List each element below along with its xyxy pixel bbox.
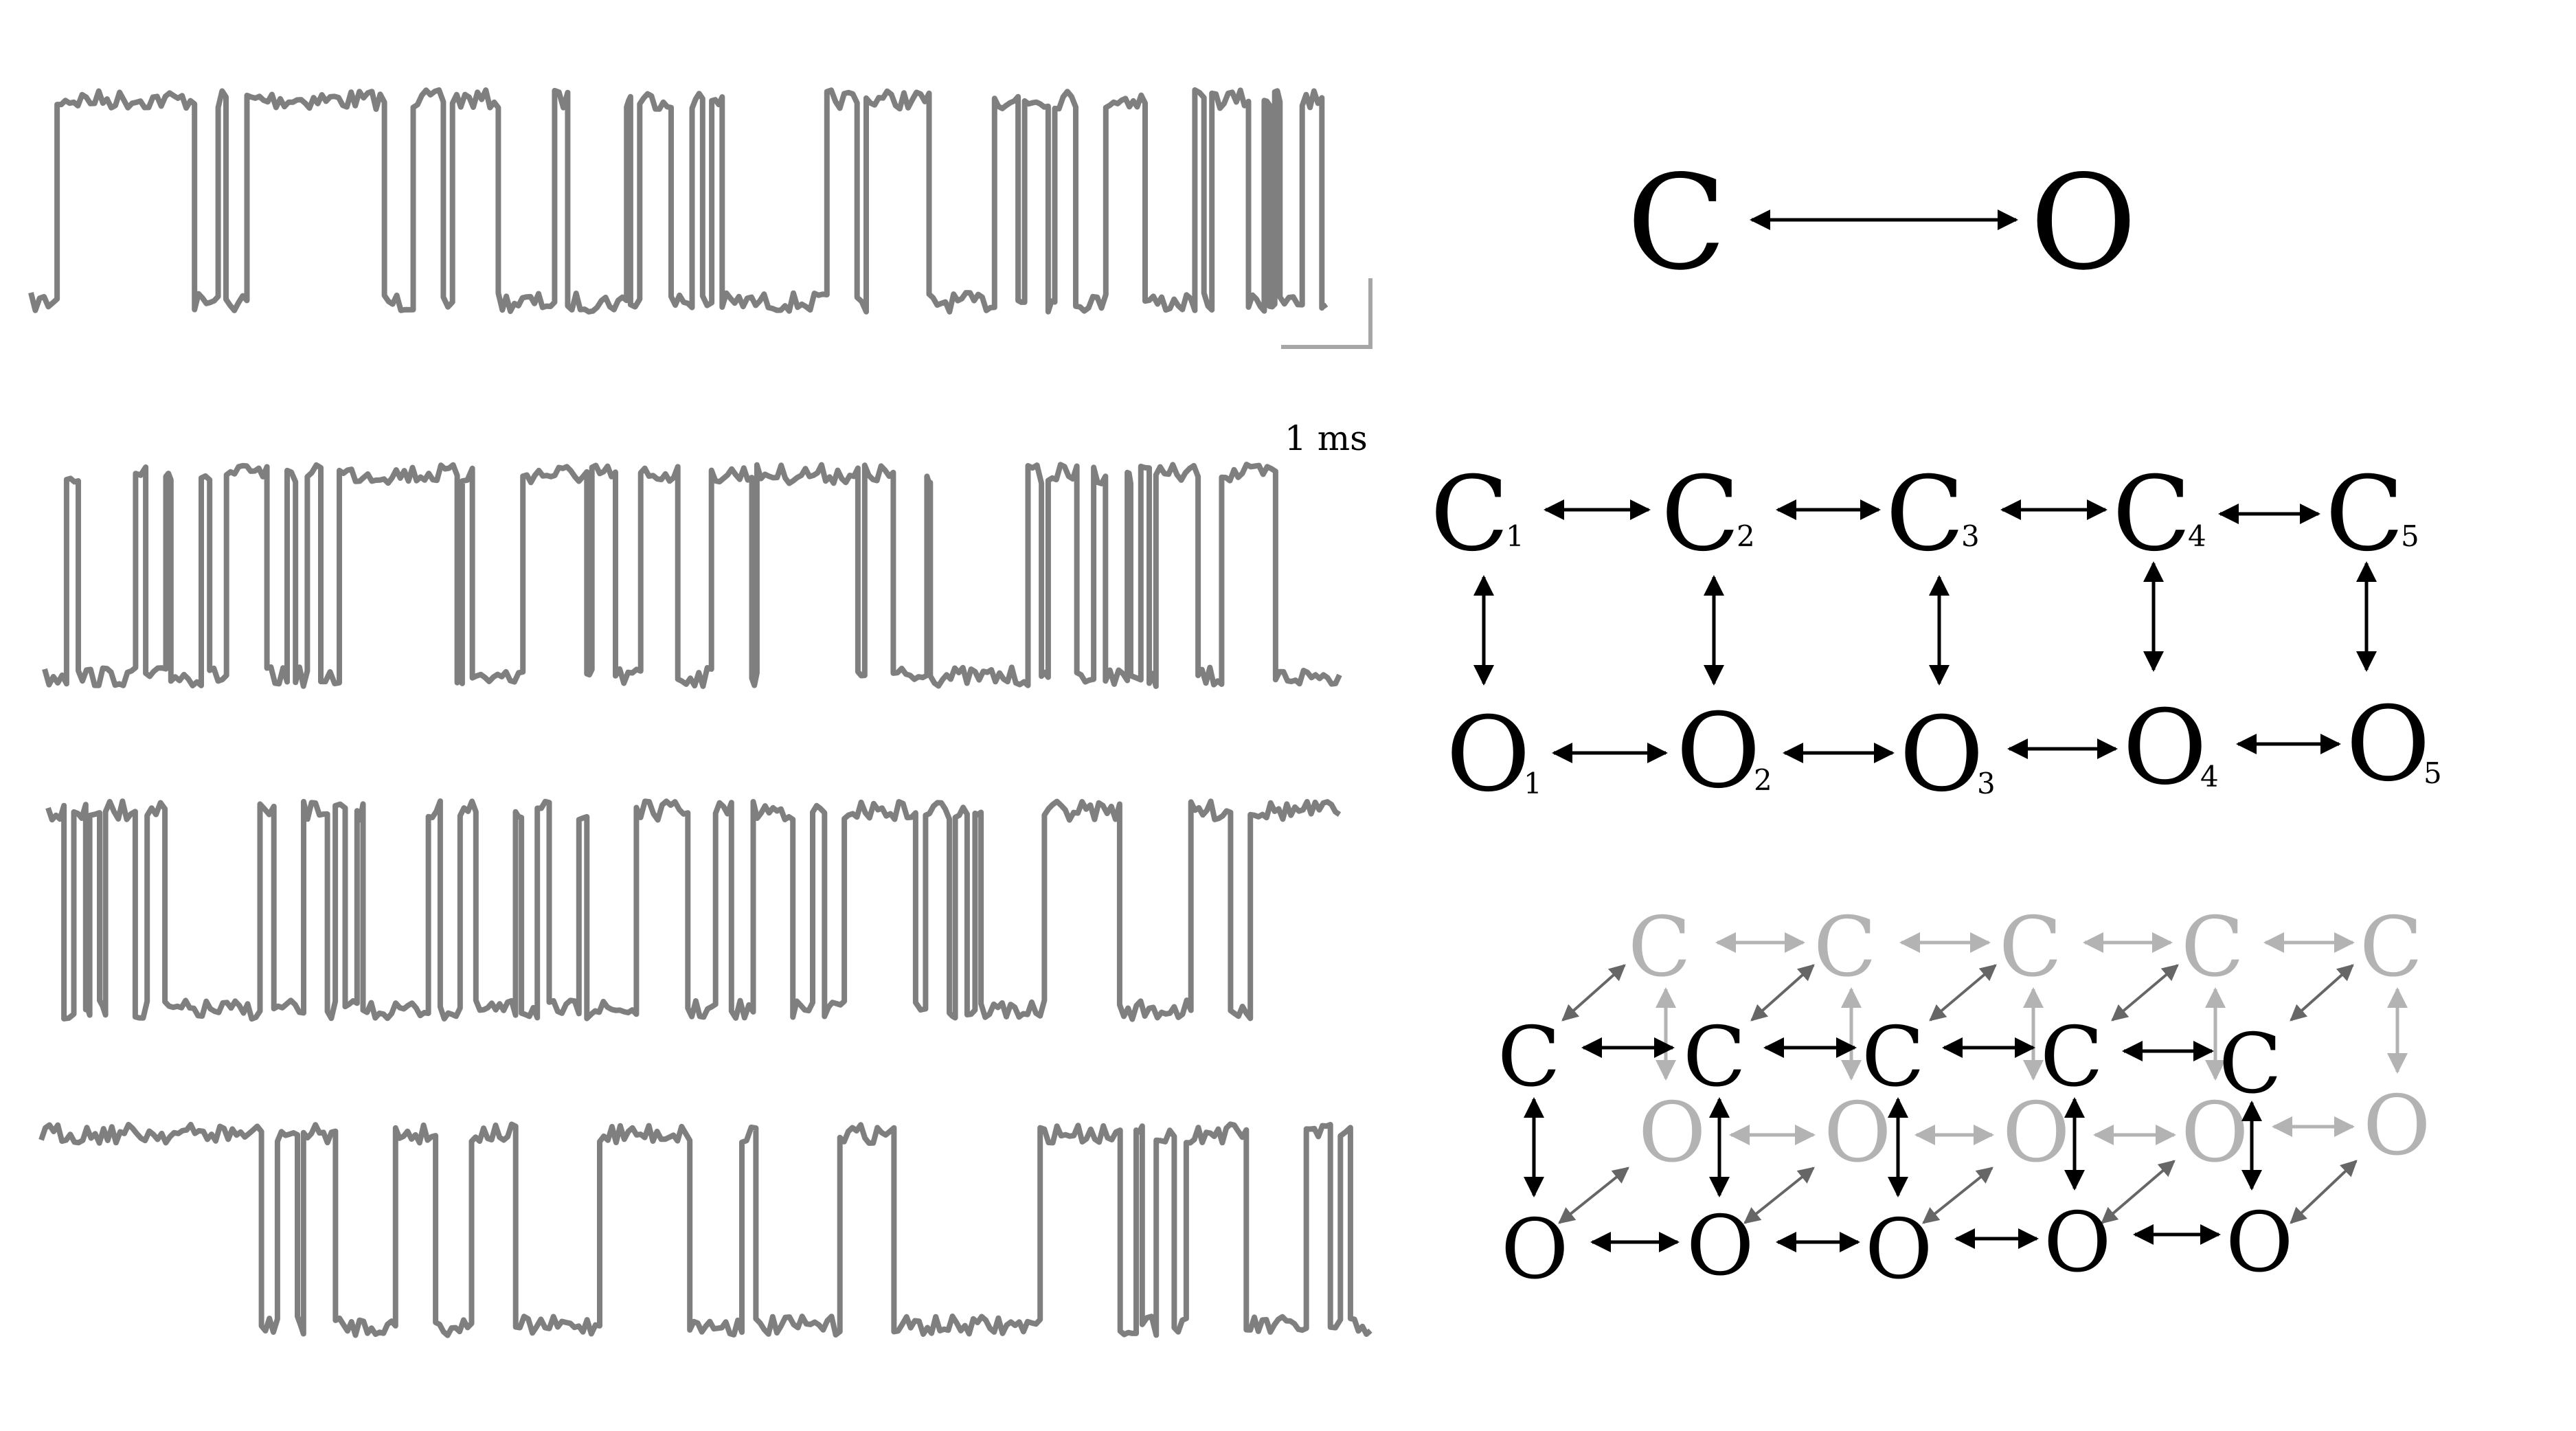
- open-state-4-sub: 4: [2200, 760, 2219, 793]
- back-closed-2: C: [1814, 900, 1877, 995]
- back-closed-3: C: [1999, 900, 2062, 995]
- open-state-1: O: [1446, 695, 1530, 815]
- open-state-3-sub: 3: [1977, 767, 1996, 800]
- open-state-2: O: [1676, 692, 1761, 811]
- ladder-back-arrows: [1656, 932, 2408, 1145]
- ladder-diagonal-arrows: [1558, 964, 2358, 1224]
- open-state-5: O: [2346, 685, 2430, 804]
- closed-state-4-sub: 4: [2188, 519, 2206, 553]
- closed-state-3-sub: 3: [1961, 519, 1980, 553]
- closed-state-5-sub: 5: [2401, 519, 2419, 553]
- closed-state-1-sub: 1: [1506, 519, 1524, 553]
- scheme-chain: C 1 C 2 C 3 C 4 C 5 O 1 O 2 O 3 O 4 O 5: [1430, 455, 2442, 815]
- front-closed-1: C: [1498, 1010, 1561, 1105]
- back-open-5: O: [2363, 1079, 2430, 1174]
- front-closed-4: C: [2040, 1010, 2103, 1105]
- closed-state-2: C: [1661, 455, 1740, 574]
- diag-o5: [2290, 1160, 2358, 1224]
- back-open-1: O: [1638, 1085, 1706, 1181]
- diag-o2: [1743, 1167, 1815, 1224]
- closed-state: C: [1627, 147, 1726, 299]
- open-state: O: [2030, 147, 2137, 299]
- diag-o4: [2101, 1160, 2176, 1224]
- front-closed-2: C: [1683, 1010, 1746, 1105]
- diag-c4: [2111, 964, 2179, 1022]
- diag-c1: [1561, 964, 1626, 1022]
- ladder-front-arrows: [1524, 1037, 2262, 1252]
- front-closed-5: C: [2219, 1017, 2282, 1112]
- trace-3: [45, 798, 1342, 1022]
- back-open-3: O: [2002, 1085, 2070, 1181]
- trace-4: [38, 1121, 1372, 1338]
- scale-bar: 1 ms: [1281, 278, 1372, 458]
- back-open-2: O: [1824, 1085, 1891, 1181]
- scheme-ladder: C C C C C O O O O O: [1498, 900, 2430, 1298]
- closed-state-2-sub: 2: [1737, 519, 1755, 553]
- back-open-4: O: [2181, 1085, 2248, 1181]
- trace-2: [42, 462, 1342, 689]
- front-open-5: O: [2226, 1195, 2293, 1291]
- front-closed-3: C: [1862, 1010, 1925, 1105]
- closed-state-4: C: [2112, 455, 2191, 574]
- closed-state-3: C: [1886, 455, 1965, 574]
- closed-state-5: C: [2325, 455, 2404, 574]
- diag-c3: [1929, 964, 1997, 1022]
- front-open-3: O: [1865, 1202, 1932, 1298]
- open-state-4: O: [2123, 688, 2207, 808]
- ladder-front-plane: C C C C C O O O O O: [1498, 1010, 2293, 1298]
- open-state-2-sub: 2: [1754, 763, 1772, 797]
- front-open-2: O: [1686, 1199, 1754, 1294]
- diag-c2: [1750, 964, 1815, 1022]
- trace-1: [28, 87, 1329, 315]
- front-open-4: O: [2044, 1195, 2111, 1291]
- scheme-two-state: C O: [1627, 147, 2137, 299]
- back-closed-4: C: [2181, 900, 2244, 995]
- front-open-1: O: [1501, 1202, 1568, 1298]
- scale-bar-lines: [1281, 278, 1372, 349]
- open-state-1-sub: 1: [1524, 767, 1542, 800]
- ladder-back-plane: C C C C C O O O O O: [1628, 900, 2430, 1181]
- diag-c5: [2290, 964, 2354, 1022]
- back-closed-5: C: [2360, 900, 2423, 995]
- open-state-3: O: [1899, 695, 1984, 815]
- back-closed-1: C: [1628, 900, 1691, 995]
- diag-o1: [1558, 1167, 1629, 1224]
- scale-bar-label: 1 ms: [1285, 418, 1368, 458]
- open-state-5-sub: 5: [2424, 756, 2442, 790]
- diag-o3: [1922, 1167, 1993, 1224]
- current-traces: [28, 87, 1372, 1338]
- closed-state-1: C: [1430, 455, 1509, 574]
